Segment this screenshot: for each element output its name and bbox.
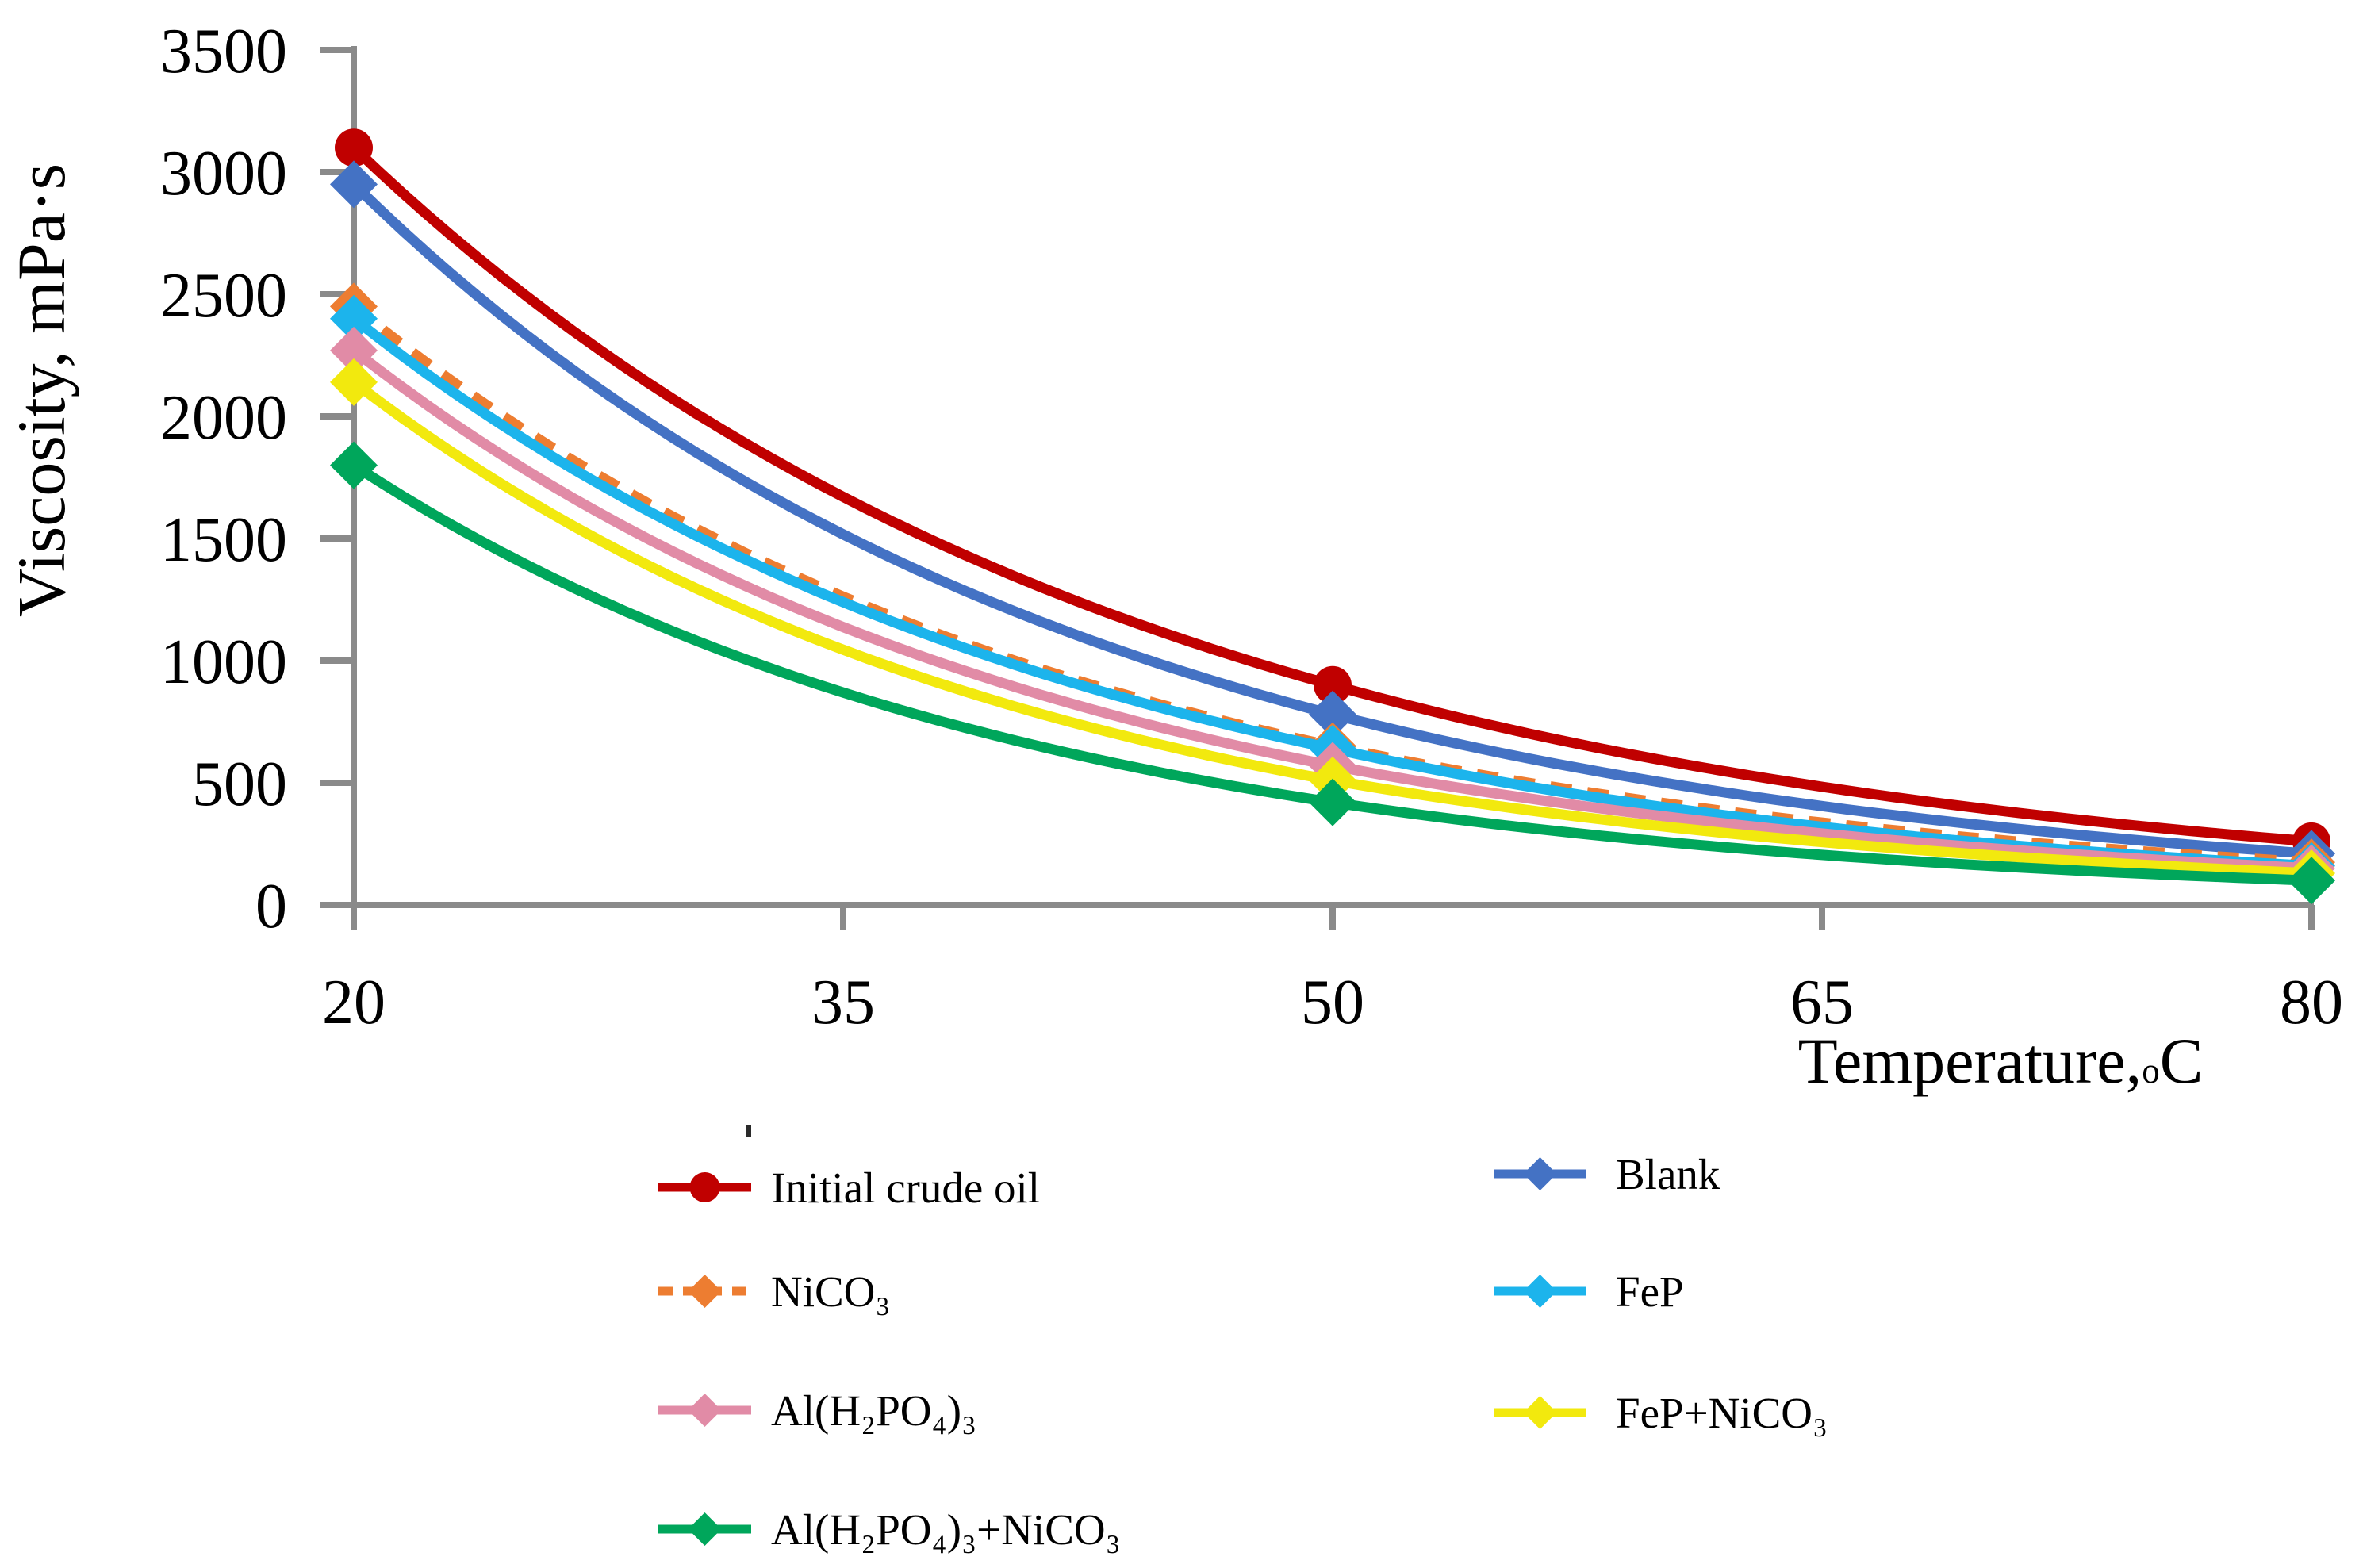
series-marker — [330, 160, 378, 209]
x-tick-label: 35 — [811, 968, 875, 1037]
x-axis-title-text: Temperature, — [1797, 1025, 2142, 1097]
series-marker — [2288, 857, 2335, 905]
legend-item-FeP: FeP — [1494, 1267, 1684, 1316]
series-marker — [330, 294, 378, 343]
y-tick-label: 1000 — [160, 627, 287, 697]
legend-marker — [1523, 1275, 1557, 1308]
legend-label: FeP — [1616, 1267, 1684, 1316]
y-tick-label: 3500 — [160, 17, 287, 86]
legend-item-Al(H₂PO₄)₃: Al(H₂PO₄)₃ — [658, 1386, 976, 1435]
legend-marker — [1523, 1396, 1557, 1429]
series-marker — [335, 128, 373, 167]
x-tick-label: 50 — [1301, 968, 1364, 1037]
legend-label: Initial crude oil — [771, 1164, 1040, 1212]
legend-label: Blank — [1616, 1150, 1720, 1198]
legend-marker — [688, 1512, 722, 1546]
series-Al(H₂PO₄)₃+NiCO₃ — [330, 441, 2335, 905]
legend-item-Blank: Blank — [1494, 1150, 1720, 1198]
series-marker — [1314, 665, 1352, 704]
stray-dot — [746, 1125, 751, 1137]
y-tick-label: 2500 — [160, 261, 287, 331]
legend-marker — [1523, 1157, 1557, 1190]
legend-label: Al(H₂PO₄)₃ — [771, 1386, 976, 1435]
series-marker — [1309, 778, 1356, 826]
x-tick-label: 20 — [322, 968, 386, 1037]
legend-item-NiCO₃: NiCO₃ — [658, 1267, 891, 1316]
legend-marker — [689, 1172, 720, 1202]
legend-marker — [688, 1394, 722, 1427]
series-marker — [330, 326, 378, 374]
x-axis-title-unit: C — [2159, 1025, 2204, 1097]
legend-item-Initial crude oil: Initial crude oil — [658, 1164, 1040, 1212]
y-tick-label: 3000 — [160, 139, 287, 209]
legend-marker — [688, 1275, 722, 1308]
legend-label: FeP+NiCO₃ — [1616, 1389, 1828, 1437]
series-marker — [330, 358, 378, 406]
legend-label: Al(H₂PO₄)₃+NiCO₃ — [771, 1505, 1121, 1554]
y-tick-label: 2000 — [160, 383, 287, 453]
legend-item-FeP+NiCO₃: FeP+NiCO₃ — [1494, 1389, 1828, 1437]
x-axis-title-sup: o — [2142, 1051, 2160, 1091]
legend-item-Al(H₂PO₄)₃+NiCO₃: Al(H₂PO₄)₃+NiCO₃ — [658, 1505, 1121, 1554]
y-axis-title: Viscosity, mPa·s — [3, 163, 79, 618]
x-tick-label: 65 — [1790, 968, 1854, 1037]
x-axis-title: Temperature,oC — [1644, 1022, 2357, 1101]
y-tick-label: 0 — [255, 872, 287, 941]
legend-label: NiCO₃ — [771, 1267, 891, 1316]
series-marker — [1309, 690, 1356, 738]
x-tick-label: 80 — [2280, 968, 2343, 1037]
y-tick-label: 500 — [192, 749, 287, 819]
series-marker — [330, 441, 378, 489]
y-tick-label: 1500 — [160, 505, 287, 575]
